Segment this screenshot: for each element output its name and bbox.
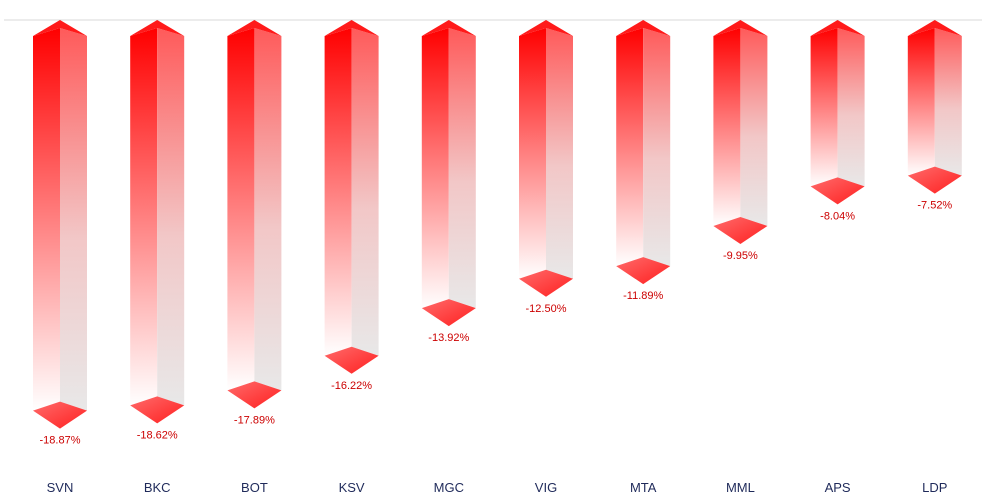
bar-top-bevel	[713, 20, 768, 36]
data-label-bkc: -18.62%	[137, 429, 178, 441]
bar-top-bevel	[421, 20, 476, 36]
bar-side-face	[740, 28, 768, 226]
bar-front-face	[421, 28, 449, 309]
bar-top-bevel	[33, 20, 87, 36]
category-label-ksv: KSV	[339, 480, 365, 495]
bar-side-face	[60, 28, 87, 411]
bar-front-face	[227, 28, 255, 391]
data-label-ldp: -7.52%	[917, 200, 952, 212]
bar-side-face	[157, 28, 185, 406]
category-label-ldp: LDP	[922, 480, 947, 495]
bar-front-face	[810, 28, 838, 187]
bar-mml[interactable]	[713, 20, 768, 244]
bar-end-cap	[713, 216, 768, 244]
bar-end-cap	[227, 381, 282, 409]
bar-side-face	[448, 28, 476, 309]
bar-front-face	[713, 28, 741, 226]
bar-side-face	[837, 28, 865, 187]
bar-end-cap	[616, 257, 671, 285]
bar-top-bevel	[907, 20, 962, 36]
category-label-bot: BOT	[241, 480, 268, 495]
data-labels-layer: -18.87% -18.62% -17.89% -16.22% -13.92% -12.5…	[40, 200, 953, 447]
data-label-svn: -18.87%	[40, 435, 81, 447]
bar-top-bevel	[519, 20, 573, 36]
bar-top-bevel	[324, 20, 379, 36]
bar-top-bevel	[810, 20, 865, 36]
data-label-vig: -12.50%	[526, 303, 567, 315]
data-label-ksv: -16.22%	[331, 380, 372, 392]
category-label-aps: APS	[825, 480, 851, 495]
bar-ksv[interactable]	[324, 20, 379, 374]
category-label-mta: MTA	[630, 480, 657, 495]
bar-top-bevel	[227, 20, 282, 36]
bar-aps[interactable]	[810, 20, 865, 205]
category-label-vig: VIG	[535, 480, 557, 495]
data-label-bot: -17.89%	[234, 414, 275, 426]
bar-end-cap	[421, 299, 476, 327]
category-label-bkc: BKC	[144, 480, 171, 495]
category-label-mml: MML	[726, 480, 755, 495]
bar-vig[interactable]	[519, 20, 573, 297]
bar-end-cap	[324, 346, 379, 374]
bar-end-cap	[130, 396, 185, 424]
bar-front-face	[324, 28, 352, 356]
bar-top-bevel	[616, 20, 671, 36]
bar-side-face	[351, 28, 379, 356]
bar-end-cap	[907, 166, 962, 194]
category-label-mgc: MGC	[434, 480, 464, 495]
data-label-mgc: -13.92%	[428, 332, 469, 344]
bar-top-bevel	[130, 20, 185, 36]
bar-bot[interactable]	[227, 20, 282, 409]
bar-mta[interactable]	[616, 20, 671, 285]
bar-front-face	[616, 28, 644, 267]
data-label-aps: -8.04%	[820, 210, 855, 222]
bar-front-face	[33, 28, 60, 411]
bar-side-face	[546, 28, 573, 279]
bar-side-face	[934, 28, 962, 176]
bar-svn[interactable]	[33, 20, 87, 429]
bar-front-face	[907, 28, 935, 176]
data-label-mta: -11.89%	[623, 290, 663, 302]
bar-front-face	[130, 28, 158, 406]
data-label-mml: -9.95%	[723, 250, 758, 262]
category-label-svn: SVN	[47, 480, 74, 495]
bar-bkc[interactable]	[130, 20, 185, 424]
bar-ldp[interactable]	[907, 20, 962, 194]
bar-side-face	[643, 28, 671, 267]
bars-layer	[33, 20, 962, 429]
category-labels-layer: SVN BKC BOT KSV MGC VIG MTA MML APS LDP	[47, 480, 948, 495]
bar-end-cap	[519, 269, 573, 297]
bar-front-face	[519, 28, 546, 279]
bar-side-face	[254, 28, 282, 391]
bar-mgc[interactable]	[421, 20, 476, 327]
bar-end-cap	[33, 401, 87, 429]
bar-end-cap	[810, 177, 865, 205]
